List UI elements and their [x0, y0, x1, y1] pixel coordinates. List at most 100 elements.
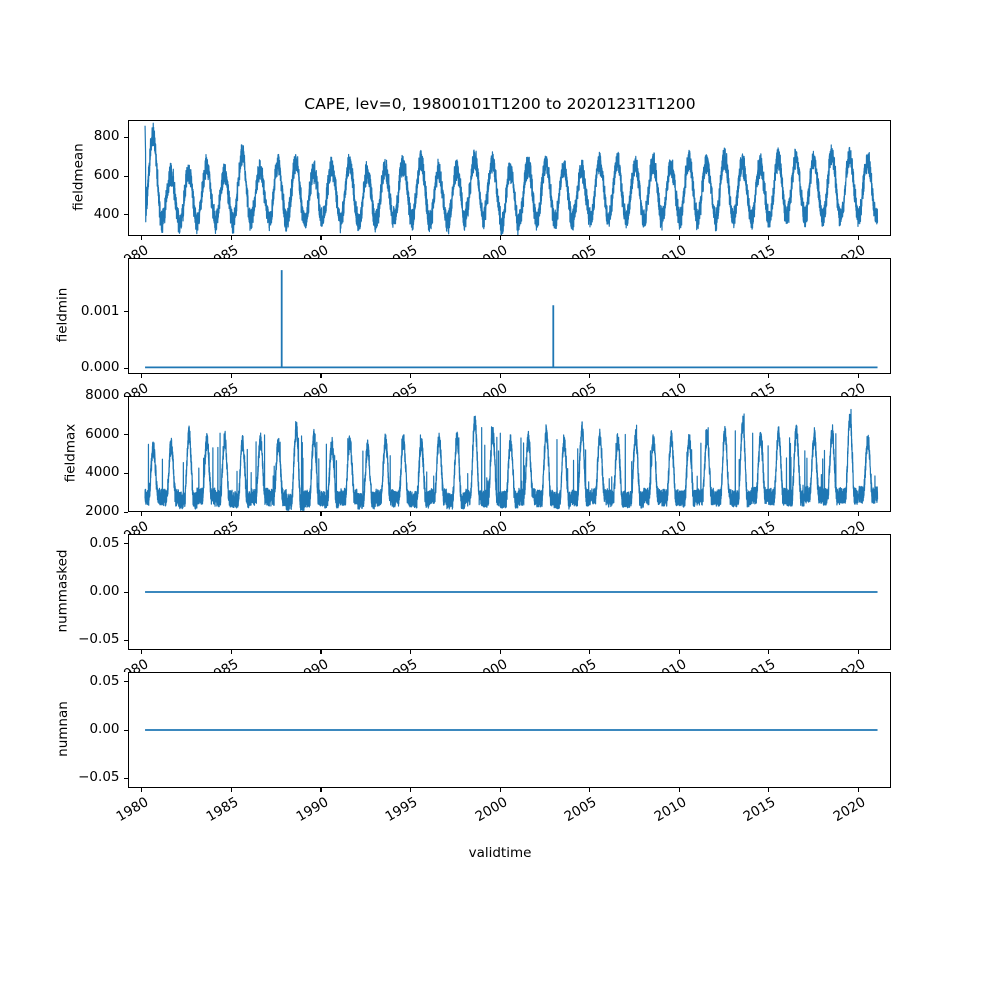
- x-tick-label: 1985: [203, 380, 242, 396]
- x-tick-label-band: 1985: [161, 792, 247, 852]
- x-tick-label: 2010: [651, 380, 690, 396]
- y-tick-label: 400: [93, 205, 120, 222]
- x-tick-mark: [499, 650, 501, 654]
- x-tick-label: 1980: [114, 656, 152, 672]
- x-tick-label-band: 2005: [520, 792, 606, 852]
- x-tick-mark: [768, 236, 770, 240]
- x-tick-mark: [141, 788, 143, 792]
- x-tick-label-band: 2015: [699, 378, 785, 396]
- x-tick-mark: [320, 374, 322, 378]
- x-tick-label: 2015: [740, 656, 779, 672]
- x-tick-mark: [589, 374, 591, 378]
- x-tick-mark: [320, 512, 322, 516]
- y-axis-label-fieldmin: fieldmin: [54, 287, 71, 343]
- plot-area-fieldmean: [129, 121, 890, 235]
- y-tick-mark: [123, 777, 128, 779]
- x-tick-label: 2015: [740, 380, 779, 396]
- x-tick-mark: [589, 236, 591, 240]
- x-tick-label: 1980: [114, 380, 152, 396]
- x-tick-label-band: 2010: [609, 240, 695, 258]
- x-tick-label-band: 1995: [340, 378, 426, 396]
- x-tick-label: 2000: [472, 794, 511, 826]
- y-axis-label-numnan: numnan: [54, 701, 71, 757]
- x-tick-label: 1985: [203, 242, 242, 258]
- x-tick-label: 2010: [651, 518, 690, 534]
- x-tick-label-band: 2015: [699, 240, 785, 258]
- plot-area-fieldmax: [129, 397, 890, 511]
- x-tick-mark: [409, 650, 412, 654]
- x-tick-label-band: 1995: [340, 792, 426, 852]
- x-tick-label: 2000: [472, 242, 511, 258]
- x-tick-label: 1995: [382, 656, 421, 672]
- x-tick-label: 1980: [114, 518, 152, 534]
- x-tick-label-band: 2010: [609, 378, 695, 396]
- y-tick-mark: [123, 639, 128, 641]
- x-tick-mark: [589, 788, 591, 792]
- x-tick-label-band: 2000: [430, 240, 516, 258]
- y-tick-mark: [123, 367, 128, 369]
- x-tick-label: 2010: [651, 656, 690, 672]
- y-tick-label: 0.05: [89, 534, 120, 551]
- x-tick-mark: [141, 236, 143, 240]
- subplot-fieldmax: [127, 396, 891, 512]
- x-tick-label-band: 1985: [161, 516, 247, 534]
- x-tick-label: 2020: [830, 794, 869, 826]
- y-tick-mark: [123, 472, 128, 474]
- x-tick-mark: [409, 788, 412, 792]
- x-tick-label-band: 2005: [520, 516, 606, 534]
- plot-area-nummasked: [129, 535, 890, 649]
- x-tick-label: 2005: [561, 794, 600, 826]
- x-tick-label: 1995: [382, 380, 421, 396]
- x-tick-label: 2005: [561, 380, 600, 396]
- x-tick-mark: [141, 512, 143, 516]
- figure-title: CAPE, lev=0, 19800101T1200 to 20201231T1…: [304, 95, 696, 113]
- x-tick-label-band: 2000: [430, 378, 516, 396]
- y-tick-mark: [123, 214, 128, 216]
- x-tick-mark: [320, 650, 322, 654]
- x-tick-label: 1990: [293, 242, 331, 258]
- y-axis-label-nummasked: nummasked: [54, 549, 71, 633]
- x-tick-mark: [768, 374, 770, 378]
- y-tick-label: 0.001: [80, 302, 120, 319]
- y-tick-mark: [123, 434, 128, 436]
- x-tick-mark: [230, 788, 232, 792]
- x-tick-label: 1980: [114, 794, 152, 826]
- x-axis-label: validtime: [468, 845, 532, 861]
- x-tick-label-band: 1990: [251, 240, 337, 258]
- x-tick-mark: [320, 788, 322, 792]
- x-tick-mark: [409, 236, 412, 240]
- x-tick-label-band: 1980: [72, 654, 158, 672]
- subplot-fieldmin: [127, 258, 891, 374]
- x-tick-mark: [230, 512, 232, 516]
- x-tick-label: 2015: [740, 794, 779, 826]
- x-tick-label: 2005: [561, 518, 600, 534]
- x-tick-mark: [589, 650, 591, 654]
- x-tick-label-band: 1990: [251, 378, 337, 396]
- y-tick-label: 6000: [85, 425, 120, 442]
- y-tick-label: 0.05: [89, 672, 120, 689]
- x-tick-mark: [409, 512, 412, 516]
- y-tick-mark: [123, 543, 128, 545]
- y-tick-mark: [123, 395, 128, 397]
- x-tick-label-band: 1990: [251, 516, 337, 534]
- x-tick-label-band: 2020: [788, 378, 874, 396]
- y-axis-label-fieldmax: fieldmax: [62, 423, 79, 483]
- x-tick-label: 1990: [293, 380, 331, 396]
- x-tick-label: 2000: [472, 380, 511, 396]
- y-tick-label: 0.000: [80, 359, 120, 376]
- x-tick-label-band: 2010: [609, 654, 695, 672]
- y-tick-label: 0.00: [89, 583, 120, 599]
- x-tick-label: 1995: [382, 242, 421, 258]
- x-tick-mark: [678, 650, 680, 654]
- x-tick-mark: [141, 374, 143, 378]
- y-tick-label: 800: [93, 128, 120, 145]
- x-tick-label: 1990: [293, 656, 331, 672]
- x-tick-label-band: 1990: [251, 792, 337, 852]
- x-tick-label: 2020: [830, 242, 869, 258]
- x-tick-mark: [857, 374, 859, 378]
- data-line-fieldmin: [145, 270, 877, 367]
- y-tick-label: −0.05: [78, 631, 120, 648]
- y-tick-mark: [123, 136, 128, 138]
- x-tick-label-band: 1980: [72, 792, 158, 852]
